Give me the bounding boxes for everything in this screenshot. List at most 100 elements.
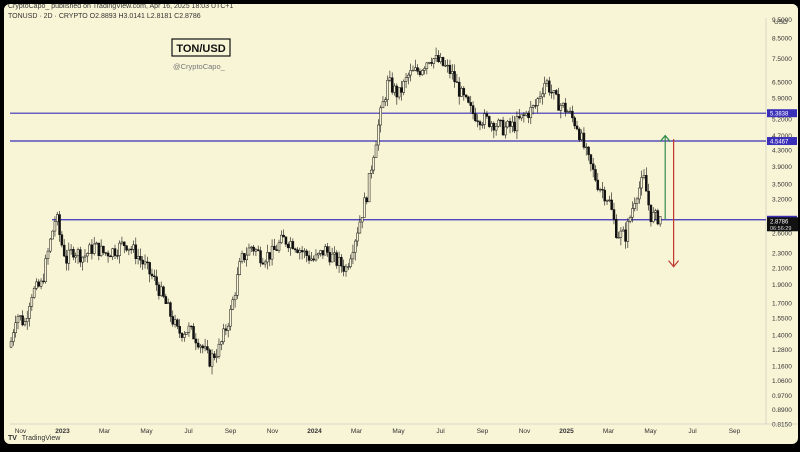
- candle-body: [187, 325, 191, 333]
- time-tick-label: Nov: [267, 428, 279, 435]
- candle-body: [314, 254, 318, 261]
- candle-body: [28, 306, 31, 319]
- current-price-label: 2.8786: [770, 219, 789, 225]
- candle-body: [573, 117, 576, 127]
- price-tick-label: 3.5000: [772, 182, 792, 189]
- candle-body: [250, 246, 253, 249]
- candle-body: [481, 124, 484, 126]
- candle-body: [416, 67, 419, 72]
- candle-body: [635, 198, 639, 204]
- tradingview-logo-icon: TV: [8, 435, 17, 442]
- candle-body: [335, 252, 339, 266]
- candle-body: [407, 74, 410, 78]
- candle-body: [317, 253, 320, 256]
- candle-body: [150, 273, 154, 277]
- candle-body: [296, 249, 299, 253]
- candle-body: [125, 245, 128, 251]
- price-tick-label: 0.9700: [772, 393, 792, 400]
- candle-body: [222, 328, 225, 343]
- candle-body: [173, 319, 177, 325]
- candle-body: [243, 253, 246, 261]
- candle-body: [226, 325, 230, 331]
- candle-body: [358, 221, 362, 234]
- candle-body: [340, 256, 343, 267]
- candle-body: [16, 316, 20, 323]
- candle-body: [102, 245, 105, 253]
- candle-body: [238, 261, 241, 275]
- candle-body: [469, 102, 472, 106]
- candle-body: [60, 234, 64, 246]
- price-tick-label: 0.8900: [772, 407, 792, 414]
- currency-label: USD: [774, 19, 788, 26]
- candle-body: [298, 250, 302, 253]
- candle-body: [32, 288, 36, 298]
- candle-body: [626, 221, 630, 242]
- candle-body: [437, 55, 440, 62]
- candle-body: [524, 113, 528, 116]
- chart-frame: CryptoCapo_ published on TradingView.com…: [4, 4, 798, 444]
- candle-body: [536, 98, 539, 106]
- candle-body: [580, 132, 583, 140]
- time-tick-label: Jul: [688, 428, 697, 435]
- candle-body: [353, 240, 357, 253]
- candle-body: [293, 248, 297, 251]
- candle-body: [568, 110, 572, 113]
- candle-body: [543, 83, 546, 95]
- candle-body: [220, 341, 223, 345]
- candle-body: [289, 241, 292, 249]
- candle-body: [638, 187, 641, 200]
- candle-body: [275, 249, 278, 251]
- candle-body: [642, 175, 646, 178]
- candle-body: [423, 68, 426, 71]
- price-tick-label: 1.2800: [772, 347, 792, 354]
- candle-body: [183, 334, 186, 338]
- candle-body: [95, 242, 98, 245]
- candle-body: [9, 341, 13, 348]
- candle-body: [307, 255, 311, 261]
- candle-body: [118, 242, 121, 256]
- price-tick-label: 4.7000: [772, 133, 792, 140]
- candle-body: [557, 93, 560, 111]
- candle-body: [49, 238, 52, 252]
- candle-body: [610, 199, 613, 210]
- candle-body: [596, 179, 600, 190]
- time-tick-label: Mar: [351, 428, 363, 435]
- candle-body: [153, 275, 156, 277]
- candle-body: [229, 309, 232, 327]
- price-tick-label: 1.4000: [772, 332, 792, 339]
- candle-body: [259, 250, 262, 264]
- candle-body: [92, 243, 96, 254]
- candle-body: [621, 229, 625, 232]
- time-tick-label: Sep: [729, 428, 741, 435]
- candle-body: [282, 234, 285, 238]
- candle-body: [582, 132, 586, 148]
- candle-body: [381, 101, 385, 109]
- candle-body: [575, 125, 579, 130]
- candle-body: [418, 71, 422, 75]
- candle-body: [430, 62, 433, 64]
- candle-body: [74, 255, 77, 258]
- candle-body: [587, 146, 590, 155]
- candle-body: [12, 332, 15, 342]
- candle-body: [169, 302, 172, 317]
- candle-body: [520, 114, 523, 119]
- candle-body: [566, 111, 570, 113]
- candle-body: [215, 356, 218, 358]
- candle-body: [30, 297, 34, 307]
- price-tick-label: 1.0600: [772, 378, 792, 385]
- candle-body: [99, 245, 103, 256]
- level-price-label: 4.5467: [770, 140, 789, 146]
- candle-body: [62, 244, 66, 257]
- level-price-tag: [767, 109, 797, 118]
- candle-body: [201, 345, 205, 349]
- chart-header: CryptoCapo_ published on TradingView.com…: [4, 4, 798, 20]
- price-tick-label: 7.5000: [772, 56, 792, 63]
- candle-body: [76, 249, 80, 257]
- candle-body: [453, 71, 456, 82]
- price-tick-label: 6.5000: [772, 80, 792, 87]
- candle-body: [395, 85, 399, 98]
- candle-body: [132, 244, 135, 250]
- candle-body: [594, 169, 597, 181]
- candle-body: [390, 77, 394, 93]
